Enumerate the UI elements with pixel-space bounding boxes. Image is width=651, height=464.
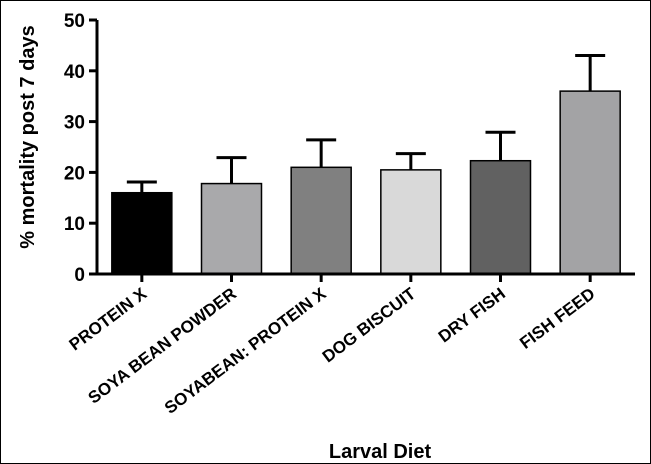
x-category-label: DRY FISH: [435, 284, 509, 346]
bar: [200, 182, 263, 275]
bar: [469, 159, 532, 275]
bar: [380, 169, 442, 275]
y-tick-label: 10: [64, 214, 85, 235]
y-tick-label: 40: [64, 62, 85, 83]
y-tick-label: 50: [64, 11, 85, 32]
x-axis-title: Larval Diet: [329, 441, 432, 463]
bars-group: [111, 54, 621, 275]
x-category-label: SOYABEAN: PROTEIN X: [161, 284, 330, 418]
bar: [111, 191, 173, 275]
y-tick-label: 0: [74, 265, 85, 286]
y-tick-label: 20: [64, 163, 85, 184]
y-axis-title: % mortality post 7 days: [17, 25, 39, 248]
y-tick-label: 30: [64, 113, 85, 134]
y-axis: 0 10 20 30 40 50: [64, 11, 99, 286]
x-category-label: FISH FEED: [516, 284, 598, 353]
bar: [290, 166, 352, 275]
x-category-label: DOG BISCUIT: [319, 284, 420, 367]
x-category-label: PROTEIN X: [66, 284, 151, 355]
x-category-label: SOYA BEAN POWDER: [85, 284, 240, 408]
bar: [559, 90, 621, 275]
